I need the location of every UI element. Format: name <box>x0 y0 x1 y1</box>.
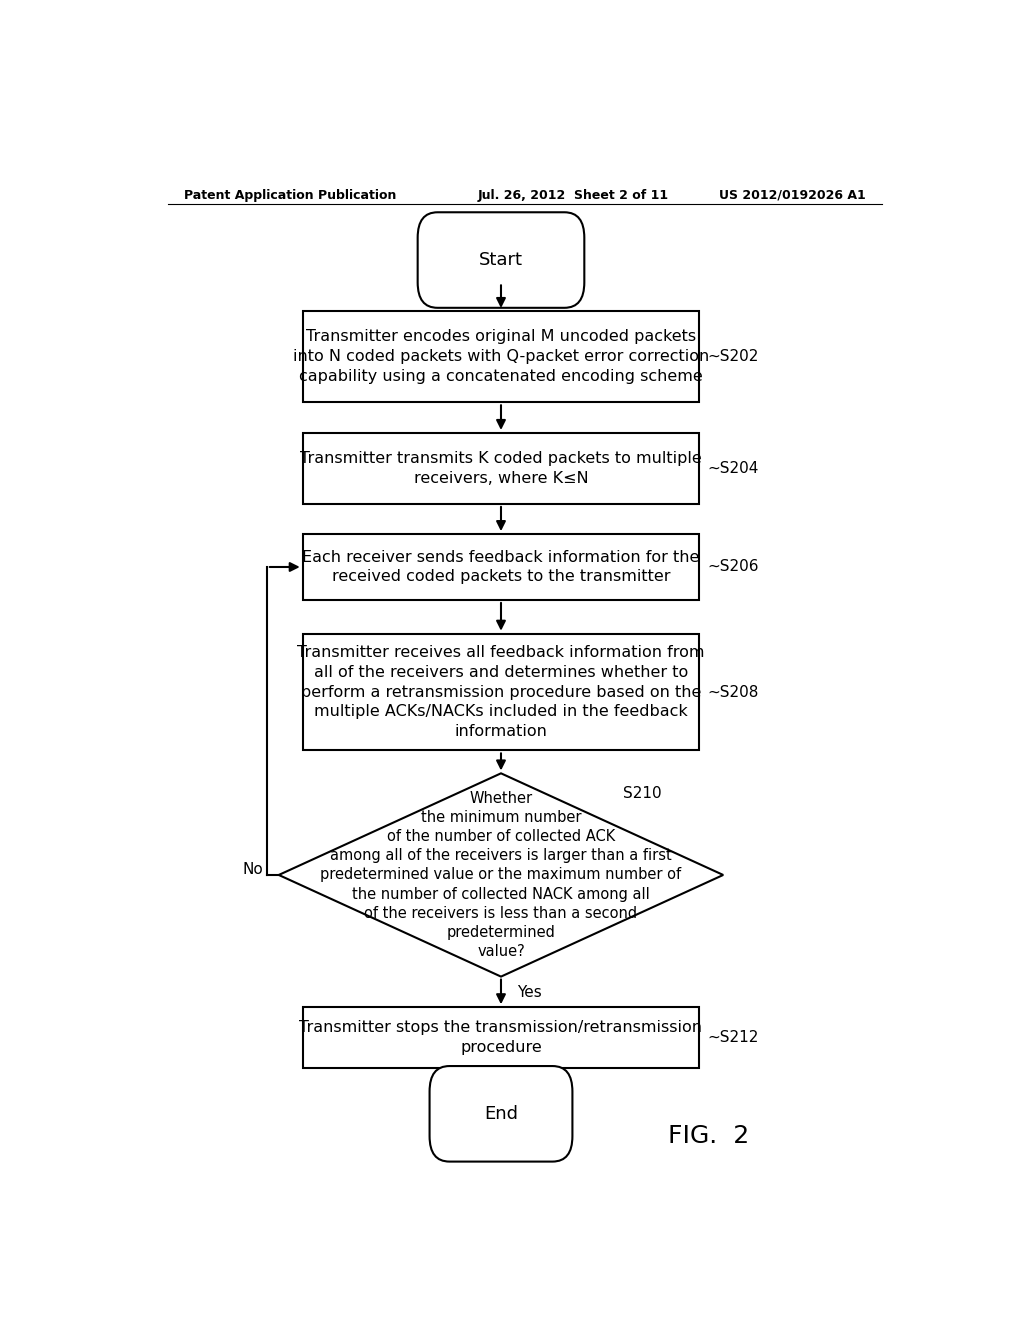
FancyBboxPatch shape <box>303 1007 699 1068</box>
Text: Whether
the minimum number
of the number of collected ACK
among all of the recei: Whether the minimum number of the number… <box>321 791 682 960</box>
FancyBboxPatch shape <box>303 535 699 601</box>
FancyBboxPatch shape <box>303 634 699 751</box>
Text: Yes: Yes <box>517 985 542 999</box>
Text: ~S208: ~S208 <box>708 685 759 700</box>
Text: S210: S210 <box>624 787 662 801</box>
Text: Each receiver sends feedback information for the
received coded packets to the t: Each receiver sends feedback information… <box>302 549 699 585</box>
FancyBboxPatch shape <box>303 433 699 504</box>
Text: ~S202: ~S202 <box>708 348 759 364</box>
Text: ~S212: ~S212 <box>708 1030 759 1045</box>
Text: ~S206: ~S206 <box>708 560 759 574</box>
FancyBboxPatch shape <box>430 1067 572 1162</box>
Text: ~S204: ~S204 <box>708 461 759 477</box>
Text: Patent Application Publication: Patent Application Publication <box>183 189 396 202</box>
Text: Transmitter stops the transmission/retransmission
procedure: Transmitter stops the transmission/retra… <box>299 1020 702 1055</box>
Text: No: No <box>242 862 263 878</box>
FancyBboxPatch shape <box>418 213 585 308</box>
Text: Jul. 26, 2012  Sheet 2 of 11: Jul. 26, 2012 Sheet 2 of 11 <box>477 189 669 202</box>
Text: End: End <box>484 1105 518 1123</box>
Text: Transmitter encodes original M uncoded packets
into N coded packets with Q-packe: Transmitter encodes original M uncoded p… <box>293 329 709 384</box>
Text: Transmitter receives all feedback information from
all of the receivers and dete: Transmitter receives all feedback inform… <box>297 645 705 739</box>
Text: Transmitter transmits K coded packets to multiple
receivers, where K≤N: Transmitter transmits K coded packets to… <box>300 451 701 486</box>
Text: Start: Start <box>479 251 523 269</box>
Text: FIG.  2: FIG. 2 <box>668 1125 749 1148</box>
Polygon shape <box>279 774 723 977</box>
FancyBboxPatch shape <box>303 312 699 403</box>
Text: US 2012/0192026 A1: US 2012/0192026 A1 <box>719 189 866 202</box>
